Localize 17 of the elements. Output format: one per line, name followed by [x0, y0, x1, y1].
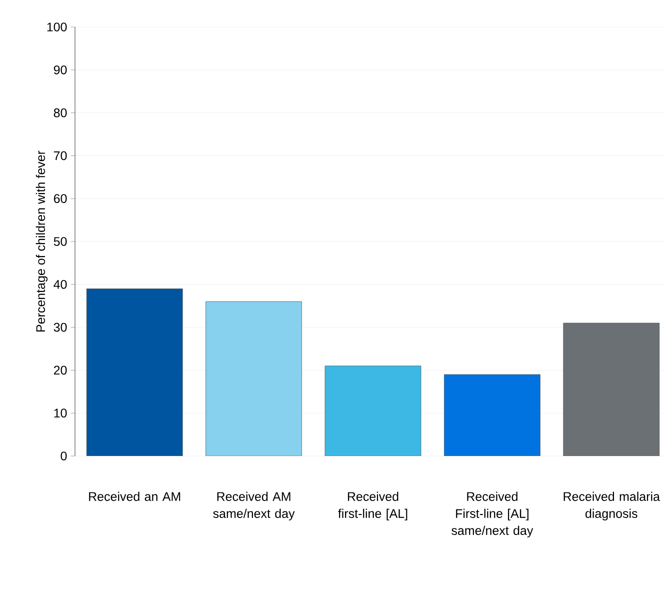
y-tick-label: 0	[60, 452, 67, 460]
y-tick-label: 80	[54, 108, 67, 118]
y-tick-label: 40	[54, 280, 67, 289]
y-tick-label: 70	[54, 151, 67, 160]
y-tick-label: 50	[54, 237, 67, 246]
x-tick-label: Received malaria diagnosis	[564, 492, 660, 520]
y-axis-title: Percentage of children with fever	[36, 150, 48, 332]
x-tick-label: Received AM same/next day	[213, 492, 295, 520]
x-tick-label: Received an AM	[89, 492, 180, 501]
y-tick-label: 100	[47, 22, 67, 32]
y-tick-label: 30	[54, 322, 67, 332]
y-tick-label: 10	[54, 408, 67, 418]
x-tick-label: Received First-line [AL] same/next day	[452, 492, 534, 538]
y-tick-label: 20	[54, 366, 67, 375]
y-tick-label: 60	[54, 194, 67, 204]
x-tick-label: Received first-line [AL]	[338, 492, 408, 520]
y-tick-label: 90	[54, 65, 67, 74]
